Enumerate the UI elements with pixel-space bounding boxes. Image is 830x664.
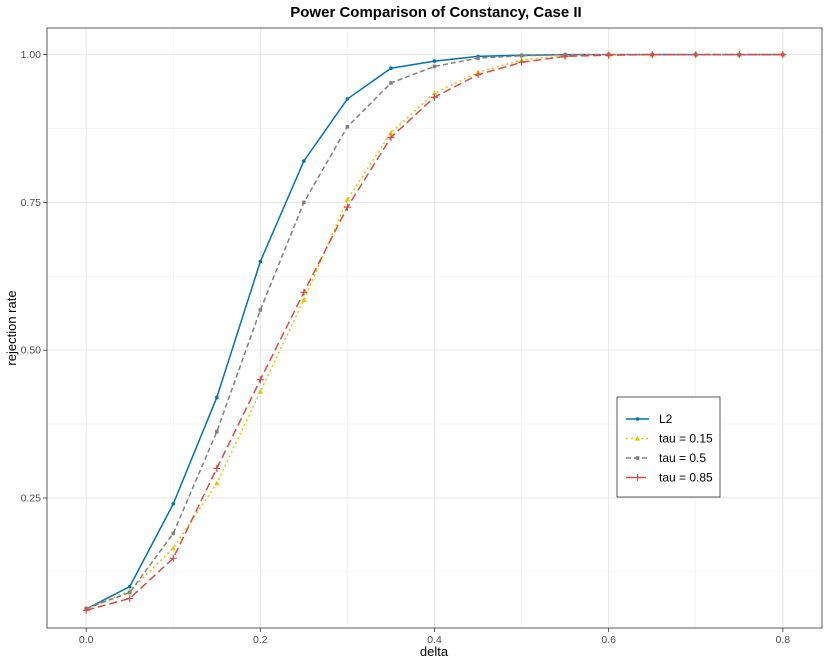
axis-ticks: 0.0 0.2 0.4 0.6 0.8 0.25 0.50 0.75 1.00 [21, 49, 791, 646]
data-point-tau-0-85 [82, 606, 90, 614]
legend-marker-tau-0-15 [634, 435, 641, 441]
data-point-tau-0-15 [170, 545, 176, 551]
y-axis-title: rejection rate [4, 290, 19, 365]
data-point-tau-0-85 [474, 71, 482, 79]
data-point-tau-0-85 [300, 288, 308, 296]
data-point-tau-0-5 [519, 53, 524, 58]
gridlines [47, 28, 822, 628]
data-point-tau-0-85 [256, 376, 264, 384]
data-point-tau-0-15 [214, 480, 220, 486]
legend-key-l2 [626, 417, 649, 421]
data-point-tau-0-85 [735, 51, 743, 59]
data-point-l2 [215, 395, 219, 400]
data-point-tau-0-5 [258, 308, 263, 312]
legend-label-tau-0-15: tau = 0.15 [659, 432, 713, 446]
data-point-tau-0-15 [431, 90, 438, 96]
data-point-l2 [127, 584, 132, 589]
data-point-tau-0-5 [389, 81, 393, 85]
data-point-tau-0-5 [215, 429, 219, 434]
legend-box [616, 396, 721, 498]
data-point-tau-0-85 [169, 554, 177, 562]
data-point-tau-0-5 [127, 590, 132, 595]
data-point-tau-0-85 [387, 133, 395, 141]
data-point-tau-0-15 [257, 388, 263, 394]
legend-key-tau-0-5 [626, 456, 649, 460]
x-axis-title: delta [420, 644, 449, 659]
y-tick-label: 1.00 [21, 49, 42, 61]
legend-label-l2: L2 [659, 412, 673, 426]
series-group [82, 51, 787, 614]
series-tau-0-85 [82, 51, 787, 614]
chart-title: Power Comparison of Constancy, Case II [290, 4, 581, 21]
data-point-tau-0-85 [126, 594, 134, 602]
data-point-tau-0-5 [432, 64, 437, 69]
x-tick-label: 0.6 [601, 634, 616, 646]
x-tick-label: 0.4 [427, 634, 442, 646]
x-tick-label: 0.2 [253, 634, 268, 646]
y-tick-label: 0.50 [21, 345, 42, 357]
data-point-tau-0-85 [561, 52, 569, 60]
data-point-l2 [171, 502, 176, 506]
legend: L2 tau = 0.15 tau = 0.5 tau = 0.85 [616, 396, 721, 498]
data-point-tau-0-85 [605, 51, 613, 59]
y-tick-label: 0.25 [21, 492, 42, 504]
legend-key-tau-0-85 [626, 474, 649, 481]
y-tick-label: 0.75 [21, 197, 42, 209]
data-point-tau-0-85 [518, 58, 526, 66]
legend-label-tau-0-5: tau = 0.5 [659, 451, 706, 465]
data-point-l2 [302, 159, 306, 163]
data-point-tau-0-5 [302, 200, 306, 205]
data-point-tau-0-5 [171, 531, 176, 536]
data-point-tau-0-15 [344, 196, 351, 202]
data-point-tau-0-15 [301, 297, 307, 303]
data-point-tau-0-85 [692, 51, 700, 59]
x-tick-label: 0.8 [776, 634, 791, 646]
x-tick-label: 0.0 [79, 634, 94, 646]
legend-marker-l2 [635, 417, 640, 421]
legend-marker-tau-0-5 [635, 456, 640, 460]
data-point-l2 [258, 259, 263, 264]
data-point-l2 [389, 66, 393, 70]
data-point-l2 [432, 59, 437, 63]
data-point-tau-0-85 [648, 51, 656, 59]
data-point-tau-0-85 [431, 93, 438, 101]
data-point-tau-0-5 [345, 124, 350, 129]
legend-marker-tau-0-85 [634, 474, 641, 481]
legend-key-tau-0-15 [626, 435, 649, 441]
data-point-tau-0-5 [476, 56, 480, 60]
data-point-l2 [345, 97, 350, 101]
data-point-tau-0-15 [388, 130, 394, 135]
data-point-tau-0-85 [213, 464, 221, 472]
data-point-tau-0-85 [343, 203, 351, 211]
data-point-tau-0-85 [779, 51, 787, 59]
legend-label-tau-0-85: tau = 0.85 [659, 471, 713, 485]
